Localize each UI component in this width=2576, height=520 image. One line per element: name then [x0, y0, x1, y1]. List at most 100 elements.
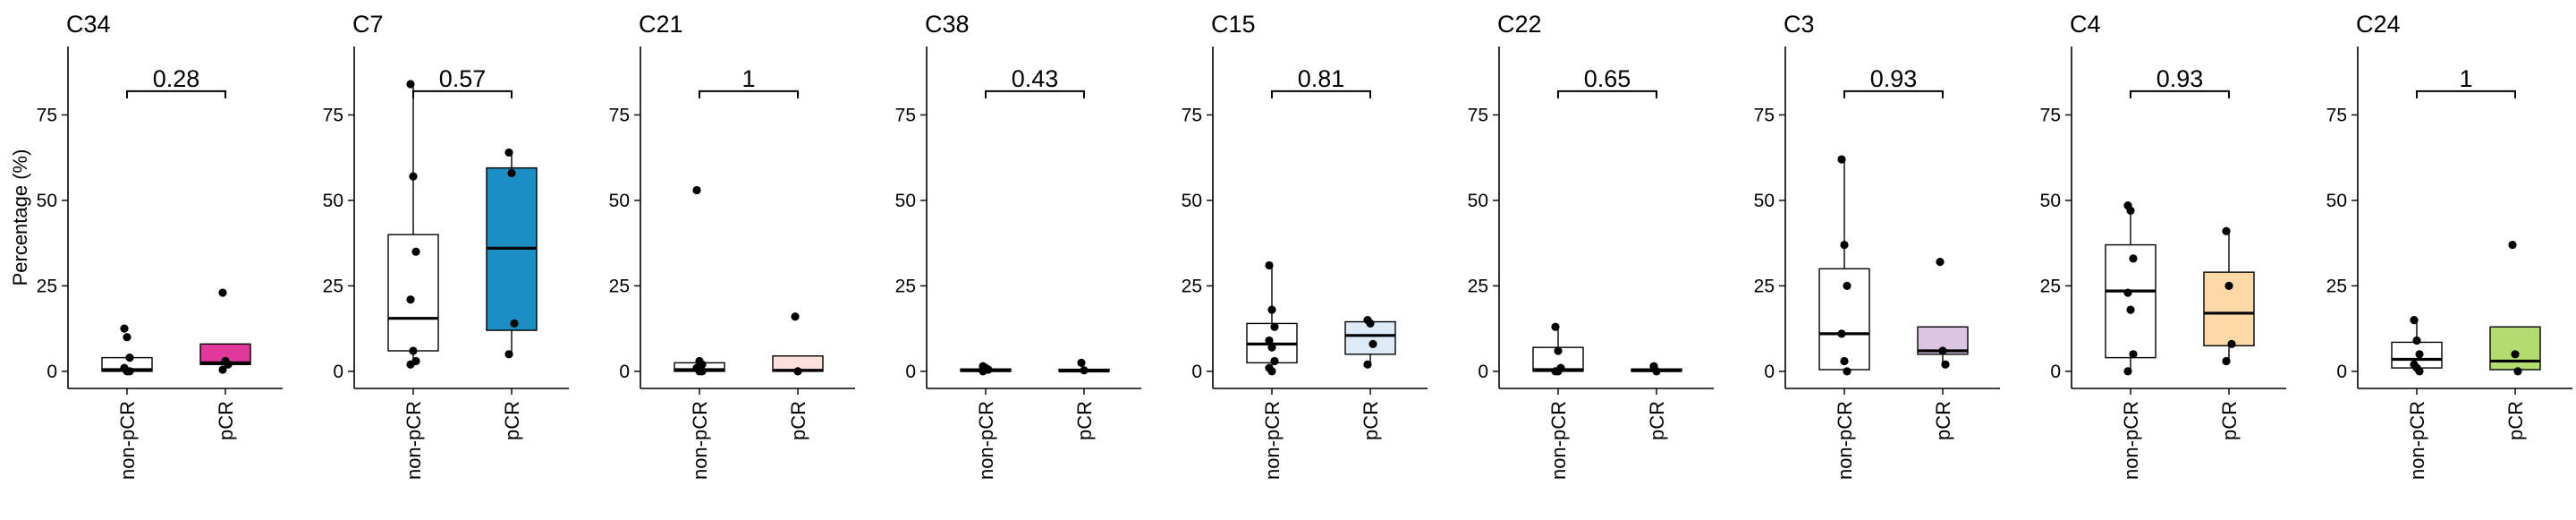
- data-point: [2129, 350, 2138, 359]
- panel-title: C34: [66, 11, 111, 38]
- data-point: [1840, 240, 1849, 250]
- y-tick-label: 0: [333, 362, 343, 382]
- box-non-pCR: [2105, 243, 2157, 359]
- data-point: [692, 185, 701, 195]
- panel-title: C22: [1497, 11, 1542, 38]
- x-tick-label: non-pCR: [116, 401, 139, 480]
- x-tick-label: non-pCR: [1834, 401, 1856, 480]
- data-point: [224, 360, 233, 369]
- y-tick-label: 0: [905, 362, 916, 382]
- data-point: [1843, 367, 1852, 376]
- significance-bracket: [2130, 90, 2230, 98]
- data-point: [1366, 319, 1375, 328]
- y-tick-label: 25: [895, 276, 916, 296]
- y-tick-label: 0: [2336, 362, 2347, 382]
- data-point: [1941, 360, 1950, 369]
- data-point: [409, 346, 418, 355]
- data-point: [1267, 367, 1276, 376]
- p-value-label: 0.93: [1870, 65, 1918, 92]
- significance-bracket: [985, 90, 1085, 98]
- y-axis-label: Percentage (%): [9, 149, 31, 286]
- y-tick-label: 75: [1468, 105, 1488, 125]
- panel-title: C38: [925, 11, 970, 38]
- data-point: [504, 148, 513, 158]
- y-tick-label: 50: [609, 191, 630, 211]
- data-point: [406, 80, 415, 89]
- data-point: [1270, 356, 1279, 366]
- data-point: [125, 354, 134, 362]
- y-tick-label: 25: [609, 276, 630, 296]
- panel-title: C4: [2070, 11, 2101, 38]
- data-point: [2224, 281, 2233, 290]
- x-tick-label: non-pCR: [402, 401, 425, 480]
- data-point: [698, 367, 707, 376]
- y-tick-label: 75: [323, 105, 343, 125]
- y-tick-label: 75: [1754, 105, 1775, 125]
- data-point: [2123, 367, 2132, 376]
- panel-title: C3: [1784, 11, 1815, 38]
- x-tick-label: non-pCR: [2406, 401, 2428, 480]
- p-value-label: 0.28: [153, 65, 200, 92]
- data-point: [1080, 366, 1089, 375]
- p-value-label: 0.57: [439, 65, 487, 92]
- data-point: [979, 367, 987, 376]
- significance-bracket: [1557, 90, 1657, 98]
- y-tick-label: 0: [1191, 362, 1202, 382]
- y-tick-label: 25: [1182, 276, 1202, 296]
- data-point: [406, 295, 415, 304]
- data-point: [2415, 367, 2424, 376]
- y-tick-label: 25: [2326, 276, 2347, 296]
- x-tick-label: non-pCR: [689, 401, 711, 480]
- y-tick-label: 25: [37, 276, 57, 296]
- data-point: [411, 247, 420, 256]
- data-point: [1267, 343, 1276, 352]
- y-tick-label: 50: [1754, 191, 1775, 211]
- data-point: [125, 367, 134, 376]
- data-point: [793, 367, 802, 376]
- data-point: [1840, 356, 1849, 366]
- x-tick-label: pCR: [1932, 401, 1954, 440]
- data-point: [1837, 155, 1846, 164]
- x-tick-label: non-pCR: [975, 401, 997, 480]
- data-point: [2511, 350, 2520, 359]
- y-tick-label: 50: [1182, 191, 1202, 211]
- y-tick-label: 50: [1468, 191, 1488, 211]
- y-tick-label: 50: [2326, 191, 2347, 211]
- data-point: [1938, 346, 1947, 355]
- data-point: [1368, 339, 1377, 348]
- y-tick-label: 75: [2326, 105, 2347, 125]
- significance-bracket: [1843, 90, 1944, 98]
- data-point: [406, 360, 415, 369]
- data-point: [504, 350, 513, 359]
- y-tick-label: 0: [47, 362, 57, 382]
- panel-title: C15: [1211, 11, 1256, 38]
- y-tick-label: 0: [1478, 362, 1488, 382]
- data-point: [218, 365, 227, 374]
- data-point: [2222, 226, 2231, 235]
- x-tick-label: non-pCR: [1261, 401, 1284, 480]
- data-point: [1936, 258, 1945, 267]
- data-point: [123, 333, 131, 342]
- x-tick-label: pCR: [1073, 401, 1096, 440]
- data-point: [507, 168, 516, 177]
- data-point: [1267, 305, 1276, 314]
- data-point: [1652, 367, 1661, 376]
- data-point: [510, 319, 519, 328]
- data-point: [2129, 254, 2138, 263]
- x-tick-label: non-pCR: [2120, 401, 2142, 480]
- x-tick-label: pCR: [215, 401, 237, 440]
- x-tick-label: pCR: [787, 401, 809, 440]
- y-tick-label: 50: [37, 191, 57, 211]
- y-tick-label: 75: [609, 105, 630, 125]
- data-point: [2227, 339, 2236, 348]
- data-point: [1265, 260, 1274, 270]
- data-point: [1077, 358, 1086, 367]
- data-point: [1265, 336, 1274, 345]
- panel-title: C21: [639, 11, 683, 38]
- y-tick-label: 25: [1468, 276, 1488, 296]
- y-tick-label: 0: [1764, 362, 1775, 382]
- data-point: [2415, 350, 2424, 359]
- x-tick-label: non-pCR: [1547, 401, 1570, 480]
